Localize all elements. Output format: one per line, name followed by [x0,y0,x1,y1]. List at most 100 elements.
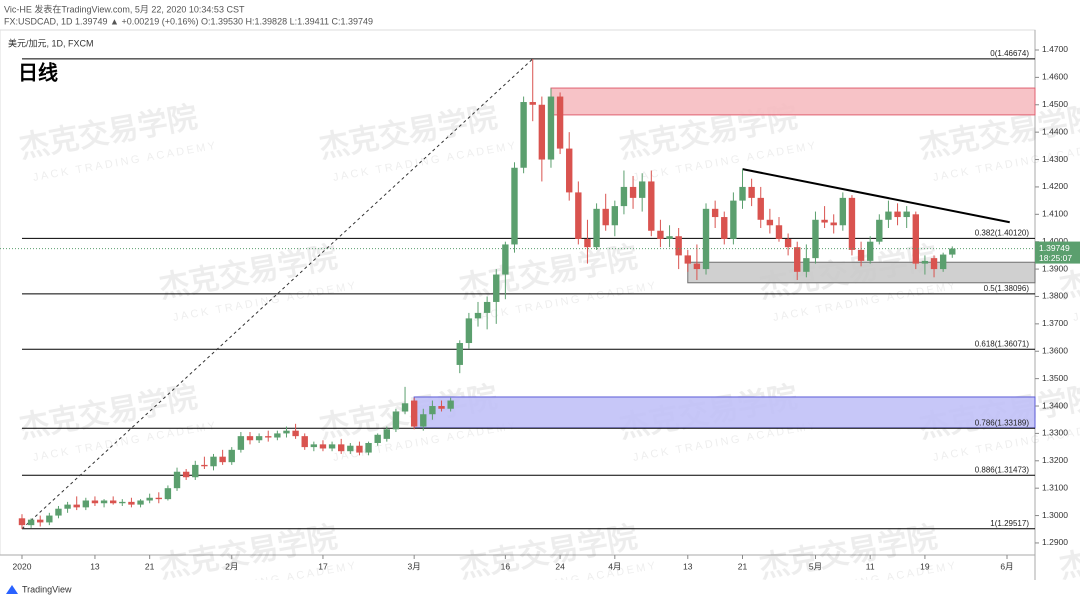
y-tick-label: 1.3300 [1042,428,1068,438]
countdown: 18:25:07 [1039,253,1072,263]
candle-body [848,197,856,250]
candle-body [283,430,290,434]
candle-body [803,258,810,272]
candle-body [383,429,390,439]
candle-body [246,436,254,441]
x-tick-label: 21 [145,561,155,571]
x-tick-label: 2020 [13,561,32,571]
candle-body [18,518,26,526]
candle-body [228,449,235,463]
candle-body [556,96,564,149]
candle-body [392,411,400,430]
candle-body [137,500,144,505]
candle-body [629,186,637,198]
candle-body [921,260,929,264]
x-tick-label: 13 [683,561,693,571]
header-line: Vic-HE 发表在TradingView.com, 5月 22, 2020 1… [4,3,245,14]
annotation: 日线 [18,60,58,84]
plot: 0(1.46674) 0.382(1.40120) 0.5(1.38096) 0.61… [0,49,1036,530]
candle-body [401,403,409,412]
candle-body [292,430,299,437]
x-tick-label: 4月 [608,561,621,571]
y-tick-label: 1.3400 [1042,400,1068,410]
candle-body [474,312,482,319]
logo [6,585,18,594]
x-tick-label: 24 [555,561,565,571]
y-tick-label: 1.3900 [1042,263,1068,273]
candle-body [465,318,473,344]
candle-body [265,436,272,438]
candle-body [374,434,381,443]
candle-body [219,456,226,463]
candle-body [547,96,555,160]
candle-body [456,343,463,365]
candle-body [410,400,418,427]
candle-body [666,236,673,239]
candle-body [82,500,90,508]
candle-body [593,208,600,248]
candle-body [520,102,527,168]
y-tick-label: 1.4000 [1042,236,1068,246]
candle-body [100,500,108,504]
candle-body [757,197,764,220]
fib-label: 0.382(1.40120) [975,229,1030,238]
candle-body [328,444,336,449]
candle-body [164,488,172,500]
candle-body [657,230,664,239]
candle-body [638,181,646,198]
candle-body [55,508,62,516]
candle-body [420,414,427,427]
candle-body [784,238,792,248]
candle-body [939,254,947,270]
candle-body [310,444,318,448]
candle-body [73,504,80,508]
price-tag [1035,241,1080,264]
candle-body [912,214,919,264]
candle-body [356,445,363,453]
fib-label: 0.618(1.36071) [975,339,1030,348]
y-tick-label: 1.3600 [1042,345,1068,355]
candle-body [37,519,44,523]
y-tick-label: 1.3100 [1042,482,1068,492]
y-tick-label: 1.4700 [1042,44,1068,54]
x-tick-label: 3月 [408,561,421,571]
price-tag-label: 1.39749 [1039,243,1070,253]
candle-body [711,208,719,218]
y-tick-label: 1.3700 [1042,318,1068,328]
candle-body [675,236,682,256]
candle-body [739,186,746,201]
candle-body [857,249,865,261]
y-tick-label: 1.4500 [1042,99,1068,109]
candle-body [128,501,135,505]
fib-label: 0.886(1.31473) [975,465,1030,474]
y-tick-label: 1.3500 [1042,373,1068,383]
candle-body [648,181,655,231]
fib-label: 0.786(1.33189) [975,418,1030,427]
candle-body [347,445,354,452]
candle-body [684,255,691,264]
candle-body [830,222,837,226]
x-tick-label: 19 [920,561,930,571]
symbol-line: FX:USDCAD, 1D 1.39749 ▲ +0.00219 (+0.16%… [4,16,373,26]
candle-body [885,211,892,220]
candle-body [602,208,609,226]
zone [550,87,1036,116]
y-tick-label: 1.4100 [1042,209,1068,219]
x-tick-label: 17 [318,561,328,571]
legend: 美元/加元, 1D, FXCM [8,37,94,48]
candle-body [255,436,263,441]
candle-body [438,406,445,409]
candle-body [119,501,126,504]
footer-bar [0,580,1080,600]
x-tick-label: 13 [90,561,100,571]
candle-body [730,200,737,239]
x-tick-label: 11 [866,561,875,571]
y-tick-label: 1.4600 [1042,72,1068,82]
y-tick-label: 1.2900 [1042,537,1068,547]
y-tick-label: 1.4300 [1042,154,1068,164]
candle-body [301,436,308,448]
candle-body [775,225,783,239]
y-tick-label: 1.4400 [1042,126,1068,136]
fib-label: 0(1.46674) [990,49,1029,58]
